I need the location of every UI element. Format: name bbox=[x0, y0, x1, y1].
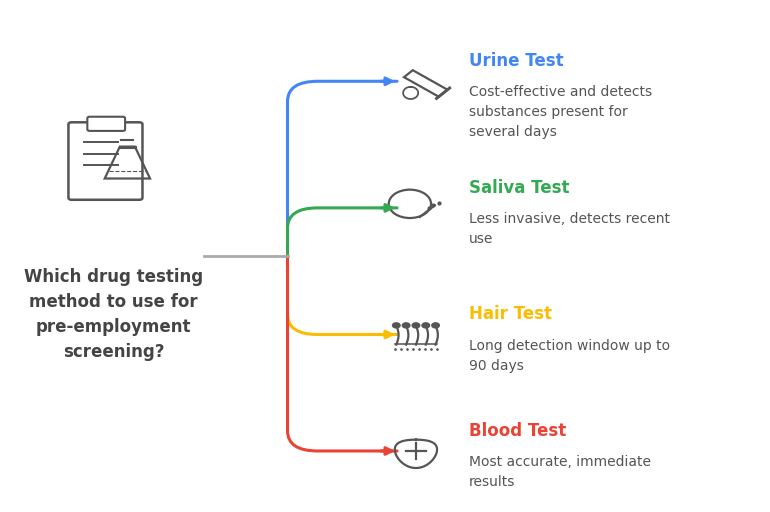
Text: Blood Test: Blood Test bbox=[469, 422, 566, 440]
Text: Most accurate, immediate
results: Most accurate, immediate results bbox=[469, 455, 651, 489]
Text: Cost-effective and detects
substances present for
several days: Cost-effective and detects substances pr… bbox=[469, 86, 652, 139]
Text: Hair Test: Hair Test bbox=[469, 305, 552, 324]
Text: Urine Test: Urine Test bbox=[469, 52, 564, 70]
Text: Saliva Test: Saliva Test bbox=[469, 179, 569, 197]
Text: Long detection window up to
90 days: Long detection window up to 90 days bbox=[469, 338, 670, 373]
Circle shape bbox=[412, 323, 420, 328]
FancyBboxPatch shape bbox=[87, 117, 125, 131]
Circle shape bbox=[403, 323, 410, 328]
Circle shape bbox=[432, 323, 440, 328]
Text: Which drug testing
method to use for
pre-employment
screening?: Which drug testing method to use for pre… bbox=[24, 268, 203, 361]
Text: Less invasive, detects recent
use: Less invasive, detects recent use bbox=[469, 212, 670, 246]
Circle shape bbox=[422, 323, 430, 328]
Circle shape bbox=[393, 323, 400, 328]
